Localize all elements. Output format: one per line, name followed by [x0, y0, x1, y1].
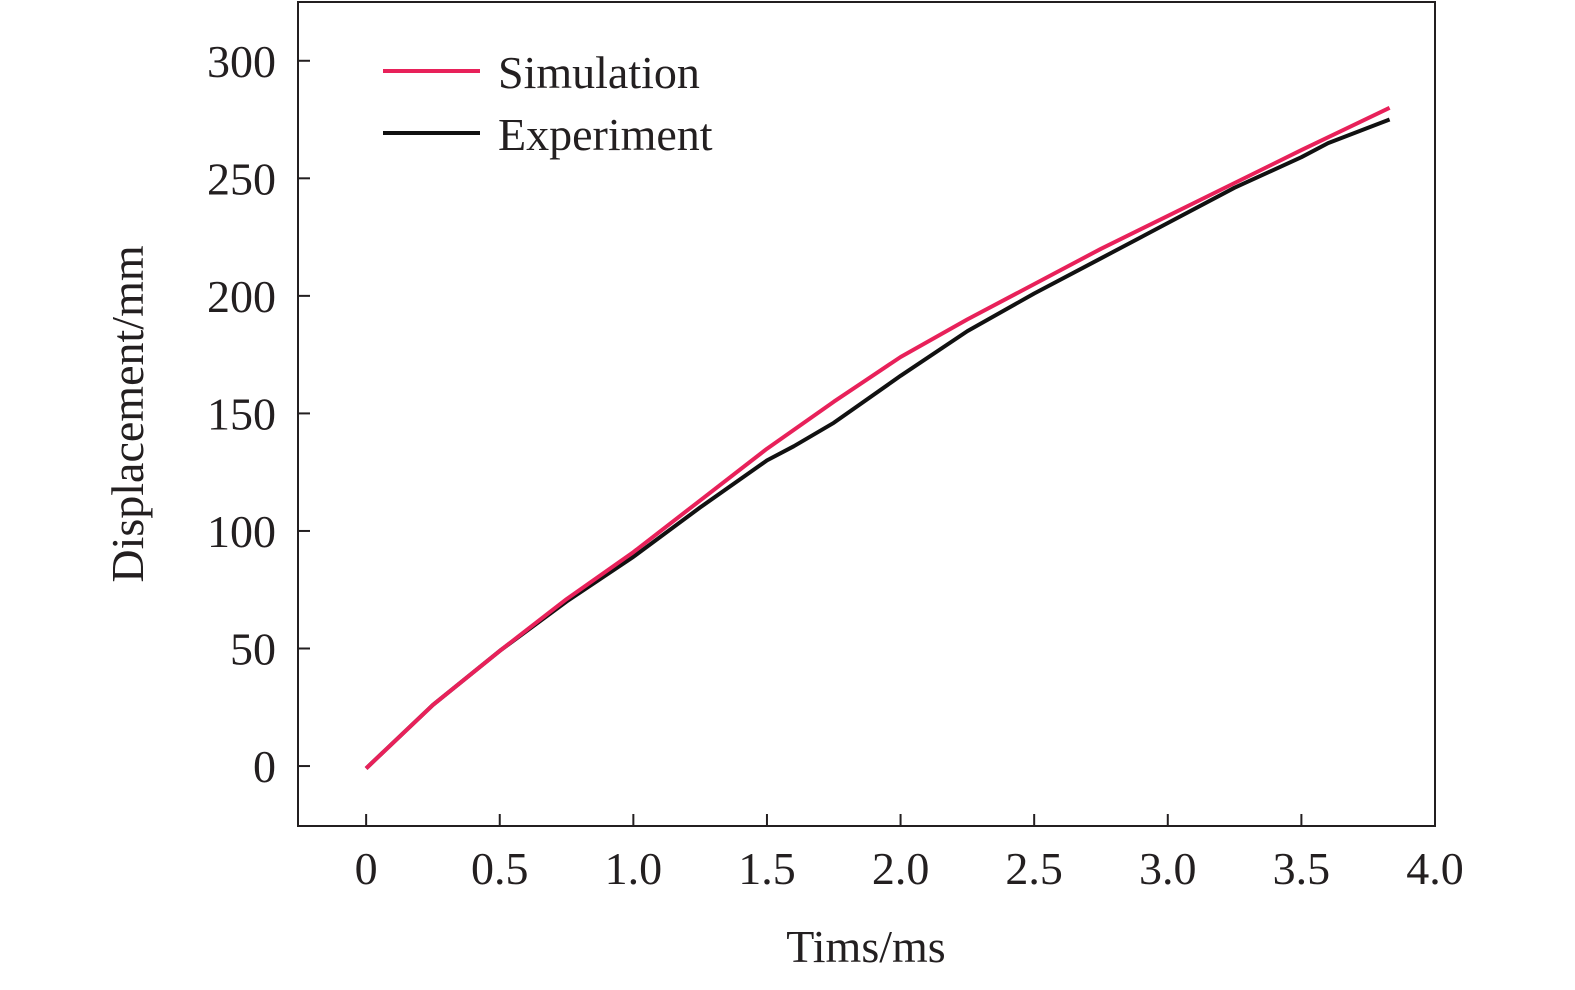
x-tick-label: 1.5	[738, 843, 796, 894]
series-lines	[364, 105, 1391, 770]
legend-label-experiment: Experiment	[498, 109, 713, 160]
y-tick-label: 250	[207, 153, 276, 204]
y-tick-label: 300	[207, 36, 276, 87]
x-axis-label: Tims/ms	[786, 921, 945, 972]
y-axis-label: Displacement/mm	[102, 245, 153, 582]
y-axis: 0 50 100 150 200 250 300	[207, 36, 310, 792]
x-tick-label: 3.5	[1273, 843, 1331, 894]
y-tick-label: 50	[230, 624, 276, 675]
x-tick-label: 1.0	[605, 843, 663, 894]
y-tick-label: 100	[207, 506, 276, 557]
x-tick-label: 3.0	[1139, 843, 1197, 894]
legend-label-simulation: Simulation	[498, 47, 700, 98]
x-tick-label: 2.0	[872, 843, 930, 894]
series-line-experiment	[364, 117, 1391, 770]
y-tick-label: 200	[207, 271, 276, 322]
series-line-simulation	[364, 105, 1391, 770]
y-tick-label: 0	[253, 741, 276, 792]
x-axis: 0 0.5 1.0 1.5 2.0 2.5 3.0 3.5 4.0	[355, 814, 1464, 894]
plot-frame	[297, 1, 1436, 827]
x-tick-label: 0.5	[471, 843, 529, 894]
legend: Simulation Experiment	[383, 47, 713, 160]
x-tick-label: 0	[355, 843, 378, 894]
x-tick-label: 2.5	[1005, 843, 1063, 894]
y-tick-label: 150	[207, 388, 276, 439]
x-tick-label: 4.0	[1406, 843, 1464, 894]
